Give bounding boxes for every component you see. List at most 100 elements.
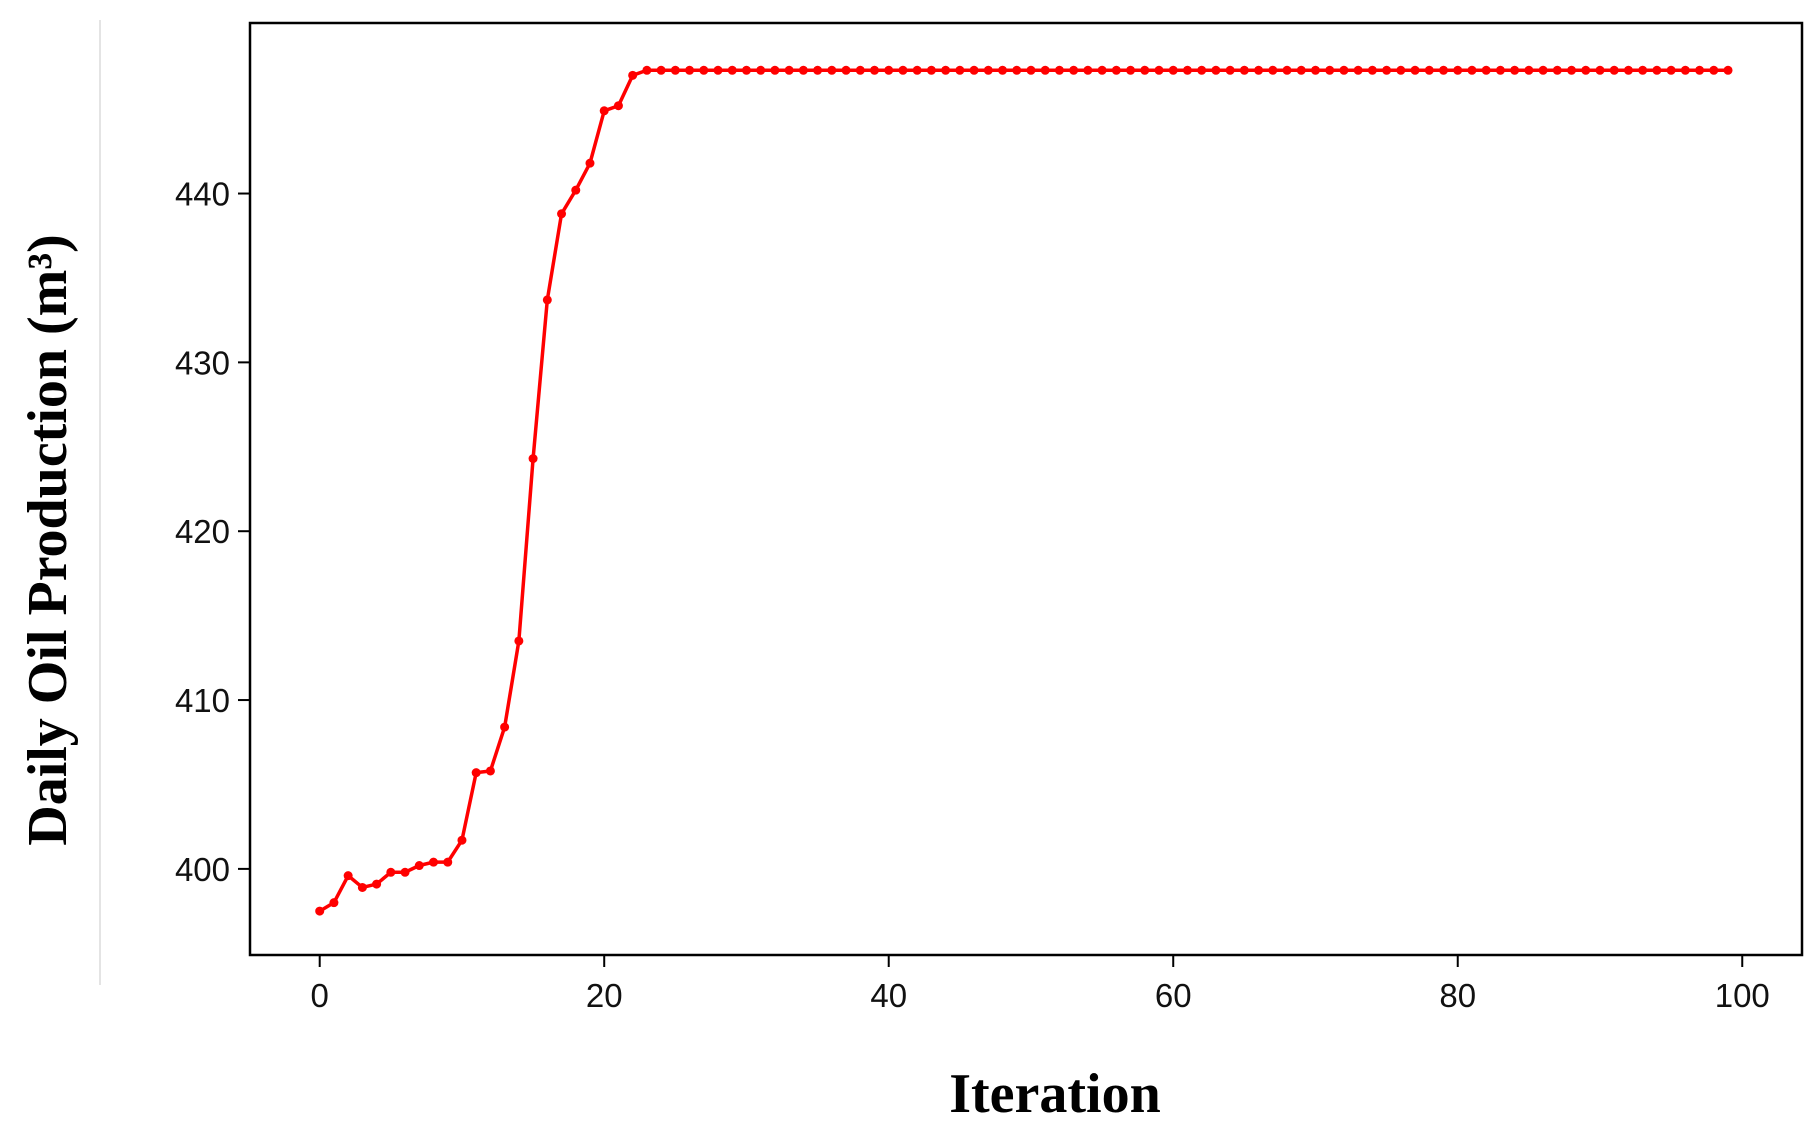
data-point (1012, 65, 1022, 75)
data-point (1211, 65, 1221, 75)
data-point (1567, 65, 1577, 75)
data-point (1239, 65, 1249, 75)
data-point (500, 722, 510, 732)
y-tick-label: 440 (175, 176, 230, 213)
data-point (713, 65, 723, 75)
data-point (685, 65, 695, 75)
data-point (471, 768, 481, 778)
data-point (1268, 65, 1278, 75)
data-point (1695, 65, 1705, 75)
series-line (318, 68, 1729, 913)
data-point (628, 70, 638, 80)
data-point (912, 65, 922, 75)
data-point (1339, 65, 1349, 75)
data-point (343, 871, 353, 881)
data-point (329, 898, 339, 908)
data-point (443, 857, 453, 867)
plot-frame (248, 21, 1804, 957)
data-point (1054, 65, 1064, 75)
data-point (855, 65, 865, 75)
data-point (656, 65, 666, 75)
data-point (741, 65, 751, 75)
data-point (315, 906, 325, 916)
data-point (1581, 65, 1591, 75)
data-point (998, 65, 1008, 75)
data-point (941, 65, 951, 75)
data-point (1097, 65, 1107, 75)
data-point (585, 158, 595, 168)
data-point (1424, 65, 1434, 75)
data-point (784, 65, 794, 75)
data-point (1709, 65, 1719, 75)
data-point (1168, 65, 1178, 75)
data-point (514, 636, 524, 646)
data-point (571, 185, 581, 195)
data-point (1154, 65, 1164, 75)
x-tick-label: 20 (586, 977, 623, 1014)
data-point (1510, 65, 1520, 75)
data-point (1083, 65, 1093, 75)
x-tick-label: 80 (1439, 977, 1476, 1014)
data-point (1282, 65, 1292, 75)
data-point (699, 65, 709, 75)
data-point (400, 867, 410, 877)
data-point (1666, 65, 1676, 75)
data-point (727, 65, 737, 75)
data-point (1069, 65, 1079, 75)
data-point (613, 101, 623, 111)
x-tick-label: 60 (1155, 977, 1192, 1014)
data-point (599, 106, 609, 116)
data-point (1439, 65, 1449, 75)
data-point (1467, 65, 1477, 75)
data-point (955, 65, 965, 75)
y-axis-label: Daily Oil Production (m³) (17, 234, 79, 846)
data-point (670, 65, 680, 75)
data-point (1396, 65, 1406, 75)
data-point (1140, 65, 1150, 75)
y-tick-label: 430 (175, 344, 230, 381)
y-tick-label: 410 (175, 682, 230, 719)
data-point (1197, 65, 1207, 75)
data-point (1182, 65, 1192, 75)
data-point (457, 835, 467, 845)
data-point (884, 65, 894, 75)
data-point (542, 295, 552, 305)
data-point (983, 65, 993, 75)
data-point (1040, 65, 1050, 75)
data-point (1652, 65, 1662, 75)
data-point (1296, 65, 1306, 75)
data-point (756, 65, 766, 75)
data-point (557, 209, 567, 219)
data-point (414, 861, 424, 871)
data-point (798, 65, 808, 75)
data-point (485, 766, 495, 776)
data-point (528, 454, 538, 464)
data-point (642, 65, 652, 75)
data-point (1310, 65, 1320, 75)
x-tick-label: 40 (870, 977, 907, 1014)
data-point (372, 879, 382, 889)
x-tick-label: 100 (1715, 977, 1770, 1014)
data-point (1623, 65, 1633, 75)
data-point (1552, 65, 1562, 75)
data-point (1638, 65, 1648, 75)
data-point (1495, 65, 1505, 75)
data-point (841, 65, 851, 75)
y-tick-label: 400 (175, 851, 230, 888)
data-point (1225, 65, 1235, 75)
data-point (386, 867, 396, 877)
data-point (1595, 65, 1605, 75)
data-point (969, 65, 979, 75)
data-point (1026, 65, 1036, 75)
y-tick-label: 420 (175, 513, 230, 550)
data-point (1254, 65, 1264, 75)
data-point (357, 882, 367, 892)
data-point (1481, 65, 1491, 75)
data-point (898, 65, 908, 75)
data-point (1367, 65, 1377, 75)
data-point (1126, 65, 1136, 75)
data-point (1111, 65, 1121, 75)
data-point (1723, 65, 1733, 75)
data-point (1453, 65, 1463, 75)
